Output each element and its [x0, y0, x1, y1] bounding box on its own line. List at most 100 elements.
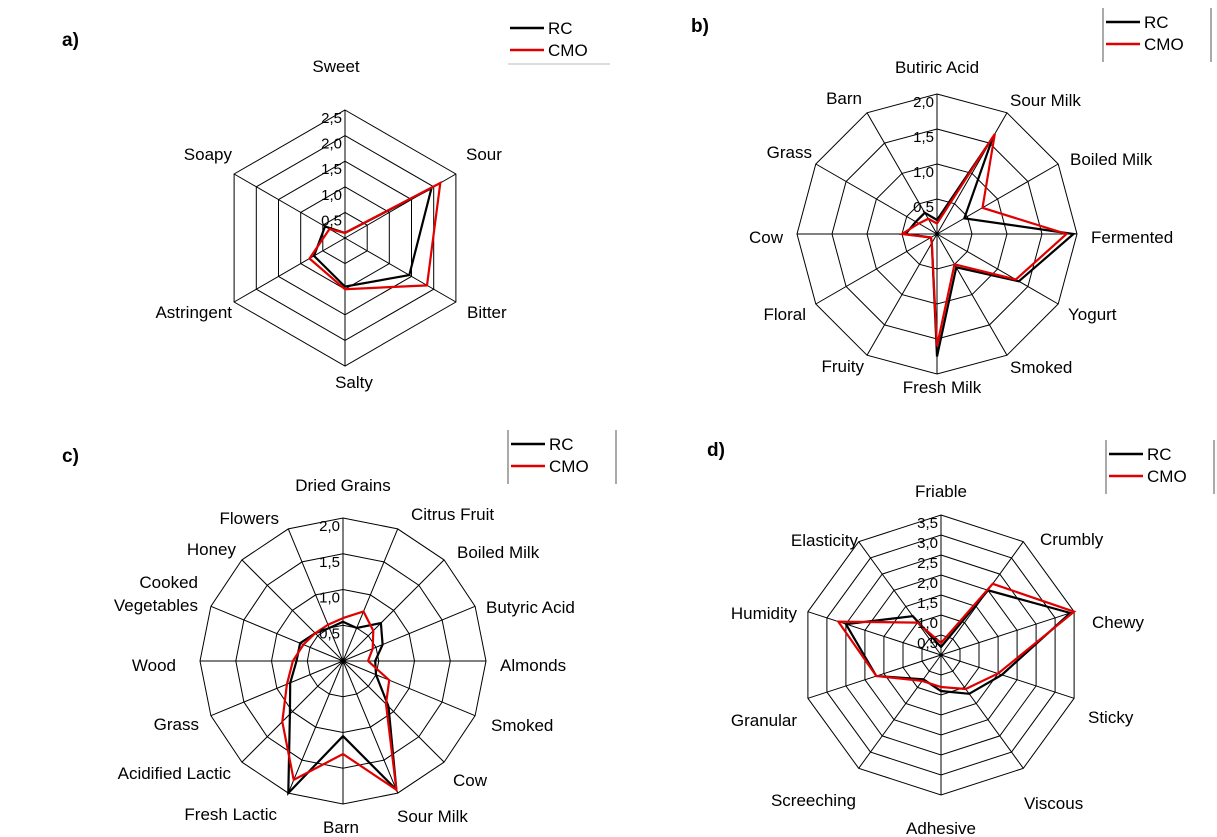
axis-label-c-grass: Grass — [154, 715, 199, 734]
axis-label-c-boiled-milk: Boiled Milk — [457, 543, 540, 562]
legend-label-rc: RC — [549, 435, 574, 454]
axis-label-a-soapy: Soapy — [184, 145, 233, 164]
spoke-c-grass — [210, 660, 344, 717]
spoke-b-sour-milk — [936, 112, 1008, 235]
spoke-c-honey — [241, 559, 344, 662]
axis-label-c-almonds: Almonds — [500, 656, 566, 675]
legend-label-cmo: CMO — [548, 41, 588, 60]
spoke-c-fresh-lactic — [287, 660, 344, 794]
tick-label-c-4: 2,0 — [319, 518, 340, 535]
axis-label-a-salty: Salty — [335, 373, 373, 392]
tick-label-a-2: 1,0 — [321, 187, 342, 204]
axis-label-d-screeching: Screeching — [771, 791, 856, 810]
axis-label-line: Vegetables — [114, 596, 198, 615]
spoke-c-flowers — [287, 528, 344, 662]
series-c-rc — [287, 620, 398, 796]
spoke-b-smoked — [936, 233, 1008, 356]
series-c-cmo — [281, 610, 398, 793]
tick-label-d-7: 3,5 — [917, 515, 938, 532]
axis-label-d-sticky: Sticky — [1088, 708, 1134, 727]
axis-label-c-smoked: Smoked — [491, 716, 553, 735]
tick-label-d-5: 2,5 — [917, 555, 938, 572]
spoke-a-astringent — [233, 237, 346, 303]
series-a-cmo — [308, 181, 442, 291]
spoke-b-floral — [815, 233, 938, 305]
axis-label-c-sour-milk: Sour Milk — [397, 807, 468, 826]
spoke-d-humidity — [807, 611, 942, 656]
panel-label-d: d) — [707, 440, 725, 461]
series-d-cmo — [836, 582, 1077, 691]
axis-label-d-elasticity: Elasticity — [791, 531, 859, 550]
tick-label-a-1: 0,5 — [321, 212, 342, 229]
legend-label-rc: RC — [1144, 13, 1169, 32]
legend-a: RC CMO — [508, 19, 610, 65]
spoke-c-cooked-vegetables — [210, 605, 344, 662]
legend-label-cmo: CMO — [1144, 35, 1184, 54]
axis-label-d-crumbly: Crumbly — [1040, 530, 1104, 549]
tick-label-c-1: 0,5 — [319, 625, 340, 642]
spoke-d-screeching — [858, 654, 942, 769]
legend-b: RC CMO — [1102, 8, 1212, 62]
axis-label-b-fresh-milk: Fresh Milk — [903, 378, 982, 397]
panel-label-a: a) — [62, 30, 79, 51]
axis-label-a-sour: Sour — [466, 145, 502, 164]
axis-label-c-citrus-fruit: Citrus Fruit — [411, 505, 494, 524]
axis-label-d-viscous: Viscous — [1024, 794, 1083, 813]
axis-label-c-fresh-lactic: Fresh Lactic — [184, 805, 277, 824]
tick-label-a-5: 2,5 — [321, 110, 342, 127]
axis-label-b-cow: Cow — [749, 228, 784, 247]
spoke-c-citrus-fruit — [342, 528, 399, 662]
axis-label-d-granular: Granular — [731, 711, 797, 730]
axis-label-b-boiled-milk: Boiled Milk — [1070, 150, 1153, 169]
spoke-d-viscous — [940, 654, 1024, 769]
axis-label-b-fermented: Fermented — [1091, 228, 1173, 247]
legend-d: RC CMO — [1105, 440, 1215, 494]
axis-label-c-flowers: Flowers — [219, 509, 279, 528]
spoke-b-boiled-milk — [936, 163, 1059, 235]
panel-label-b: b) — [691, 16, 709, 37]
axis-label-d-chewy: Chewy — [1092, 613, 1144, 632]
spoke-b-fruity — [866, 233, 938, 356]
axis-label-c-cooked-vegetables: Cooked Vegetables — [114, 573, 198, 615]
legend-label-rc: RC — [1147, 445, 1172, 464]
tick-label-b-4: 2,0 — [913, 94, 934, 111]
axis-label-a-bitter: Bitter — [467, 303, 507, 322]
tick-label-b-1: 0,5 — [913, 199, 934, 216]
axis-label-c-barn: Barn — [323, 818, 359, 837]
tick-label-d-1: 0,5 — [917, 635, 938, 652]
axis-label-d-friable: Friable — [915, 482, 967, 501]
tick-label-a-4: 2,0 — [321, 136, 342, 153]
axis-label-c-dried-grains: Dried Grains — [295, 476, 390, 495]
series-b-cmo — [898, 133, 1069, 347]
spoke-d-granular — [807, 654, 942, 699]
tick-label-c-3: 1,5 — [319, 554, 340, 571]
spoke-c-sour-milk — [342, 660, 399, 794]
axis-label-b-barn: Barn — [826, 89, 862, 108]
spoke-c-butyric-acid — [342, 605, 476, 662]
series-b-rc — [903, 136, 1077, 357]
axis-label-d-humidity: Humidity — [731, 604, 798, 623]
spoke-b-yogurt — [936, 233, 1059, 305]
tick-label-d-4: 2,0 — [917, 575, 938, 592]
spoke-a-bitter — [344, 237, 457, 303]
tick-label-b-3: 1,5 — [913, 129, 934, 146]
axis-label-b-sour-milk: Sour Milk — [1010, 91, 1081, 110]
axis-label-c-honey: Honey — [187, 540, 237, 559]
radar-panel-c: c) 0,5 1,0 1,5 2,0 Dried Grains Citrus Fruit Bo… — [62, 430, 617, 837]
axis-label-c-acidified-lactic: Acidified Lactic — [118, 764, 232, 783]
spoke-c-acidified-lactic — [241, 660, 344, 763]
tick-label-d-6: 3,0 — [917, 535, 938, 552]
legend-label-cmo: CMO — [1147, 467, 1187, 486]
radar-panel-d: d) 0,5 1,0 1,5 2,0 2,5 3,0 3,5 Friable Crumbly Che… — [707, 440, 1215, 837]
axis-label-a-astringent: Astringent — [155, 303, 232, 322]
axis-label-c-wood: Wood — [132, 656, 176, 675]
tick-label-b-2: 1,0 — [913, 164, 934, 181]
axis-label-d-adhesive: Adhesive — [906, 819, 976, 837]
axis-label-line: Cooked — [139, 573, 198, 592]
axis-label-c-cow: Cow — [453, 771, 488, 790]
axis-label-b-floral: Floral — [763, 305, 806, 324]
axis-label-a-sweet: Sweet — [312, 57, 360, 76]
tick-label-a-3: 1,5 — [321, 161, 342, 178]
tick-label-d-3: 1,5 — [917, 595, 938, 612]
